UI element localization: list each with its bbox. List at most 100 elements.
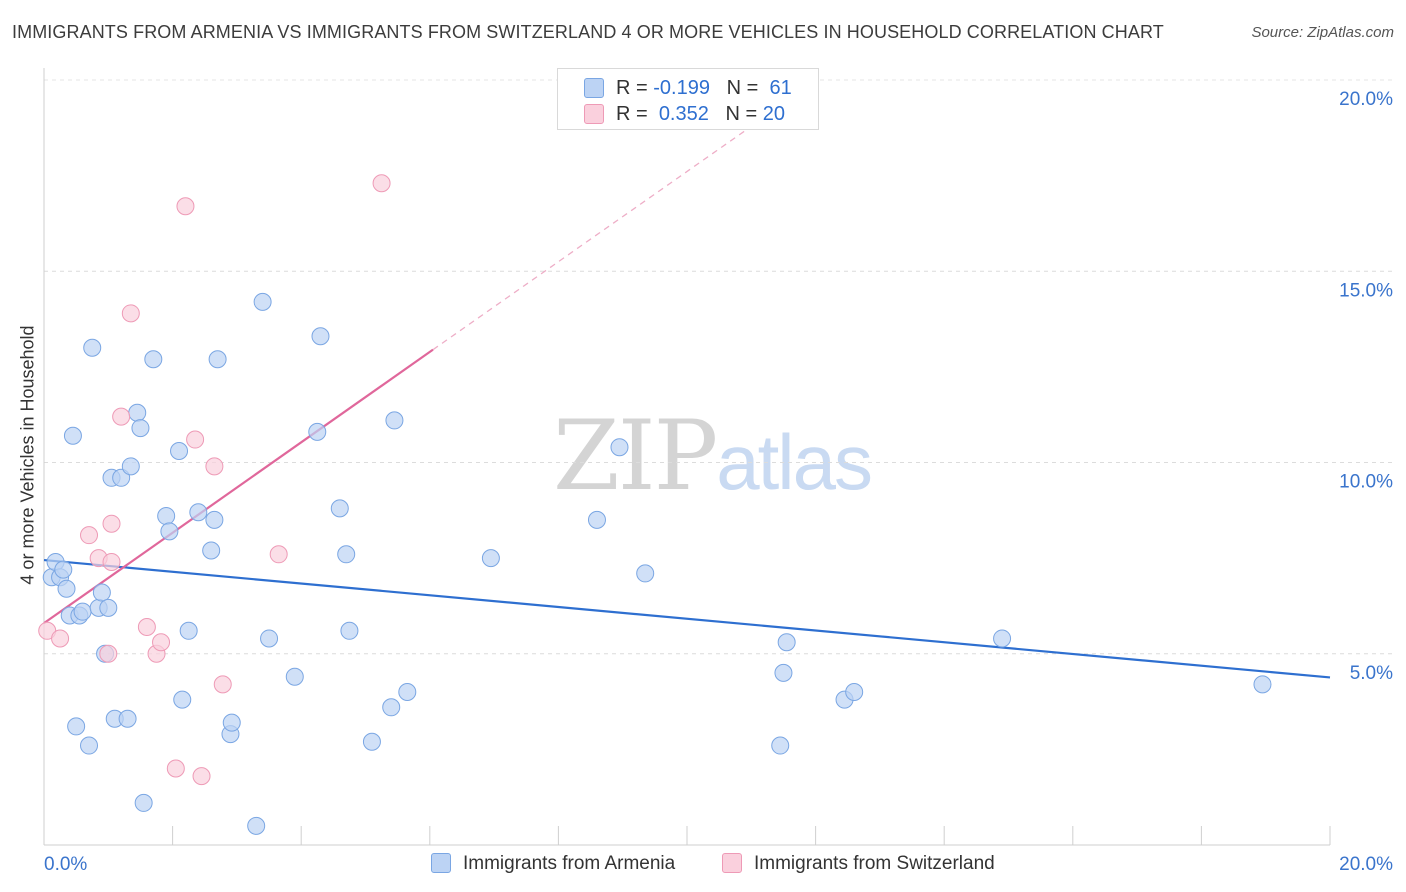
n-value: 61 <box>769 77 792 99</box>
armenia-point <box>128 403 147 422</box>
armenia-point <box>57 579 76 598</box>
armenia-point <box>173 690 192 709</box>
switzerland-point <box>152 633 171 652</box>
armenia-point <box>144 350 163 369</box>
armenia-point <box>993 629 1012 648</box>
armenia-point <box>160 522 179 541</box>
armenia-point <box>63 426 82 445</box>
y-axis-label: 4 or more Vehicles in Household <box>17 325 38 585</box>
armenia-point <box>208 350 227 369</box>
armenia-point <box>1253 675 1272 694</box>
switzerland-point <box>192 767 211 786</box>
armenia-point <box>260 629 279 648</box>
armenia-point <box>340 621 359 640</box>
armenia-point <box>202 541 221 560</box>
switzerland-point <box>213 675 232 694</box>
x-tick-label: 20.0% <box>1339 854 1393 875</box>
armenia-point <box>131 419 150 438</box>
switzerland-trend-extension <box>432 79 818 351</box>
switzerland-trend-line <box>43 348 434 625</box>
n-label: N = <box>725 103 758 125</box>
switzerland-point <box>51 629 70 648</box>
armenia-point <box>189 503 208 522</box>
x-tick-label: 0.0% <box>44 854 87 875</box>
switzerland-point <box>102 514 121 533</box>
legend-label-switzerland: Immigrants from Switzerland <box>754 853 995 874</box>
armenia-point <box>247 816 266 835</box>
armenia-point <box>385 411 404 430</box>
armenia-point <box>112 468 131 487</box>
tick-labels: 5.0% 10.0% 15.0% 20.0% 0.0% 20.0% <box>44 89 1393 875</box>
armenia-point <box>308 422 327 441</box>
switzerland-point <box>102 552 121 571</box>
switzerland-point <box>205 457 224 476</box>
switzerland-point <box>166 759 185 778</box>
armenia-point <box>179 621 198 640</box>
armenia-point <box>222 713 241 732</box>
armenia-point <box>587 510 606 529</box>
armenia-point <box>73 602 92 621</box>
y-tick-label: 5.0% <box>1350 663 1393 684</box>
armenia-point <box>205 510 224 529</box>
armenia-point <box>845 683 864 701</box>
switzerland-legend-swatch <box>722 853 742 873</box>
armenia-point <box>157 507 176 526</box>
r-value: 0.352 <box>658 103 709 125</box>
armenia-swatch <box>584 78 604 98</box>
axes <box>43 68 1331 846</box>
switzerland-point <box>99 644 118 663</box>
armenia-point <box>92 583 111 602</box>
armenia-point <box>398 683 417 701</box>
switzerland-swatch <box>584 104 604 124</box>
n-value: 20 <box>762 103 786 125</box>
armenia-point <box>118 709 137 728</box>
armenia-point <box>337 545 356 564</box>
armenia-point <box>121 457 140 476</box>
armenia-point <box>285 667 304 686</box>
stats-legend: R = -0.199 N = 61 R = 0.352 N = 20 <box>557 68 819 130</box>
y-tick-label: 20.0% <box>1339 89 1393 110</box>
switzerland-point <box>186 430 205 449</box>
n-label: N = <box>726 77 759 99</box>
armenia-point <box>777 633 796 652</box>
legend-label-armenia: Immigrants from Armenia <box>463 853 676 874</box>
switzerland-point <box>372 174 391 193</box>
r-value: -0.199 <box>653 77 710 99</box>
switzerland-point <box>176 197 195 216</box>
stats-text-switzerland: R = 0.352 N = 20 <box>616 103 785 126</box>
switzerland-point <box>121 304 140 323</box>
switzerland-point <box>80 526 99 545</box>
armenia-point <box>311 327 330 346</box>
armenia-point <box>99 598 118 617</box>
armenia-point <box>330 499 349 518</box>
y-tick-label: 15.0% <box>1339 280 1393 301</box>
armenia-point <box>54 560 73 579</box>
armenia-point <box>771 736 790 755</box>
r-label: R = <box>616 77 648 99</box>
y-tick-label: 10.0% <box>1339 472 1393 493</box>
armenia-point <box>253 292 272 311</box>
series-legend: Immigrants from Armenia Immigrants from … <box>0 852 1406 876</box>
switzerland-point <box>112 407 131 426</box>
gridlines <box>44 79 1393 655</box>
data-points <box>38 174 1272 835</box>
armenia-legend-swatch <box>431 853 451 873</box>
armenia-point <box>170 442 189 461</box>
armenia-point <box>774 663 793 682</box>
armenia-point <box>382 698 401 717</box>
armenia-point <box>636 564 655 583</box>
armenia-point <box>67 717 86 736</box>
armenia-point <box>362 732 381 751</box>
switzerland-point <box>269 545 288 564</box>
armenia-point <box>134 793 153 812</box>
watermark-zip: ZIP <box>553 400 718 512</box>
armenia-point <box>481 549 500 568</box>
armenia-point <box>83 338 102 357</box>
armenia-trend-line <box>43 558 1331 679</box>
armenia-point <box>610 438 629 457</box>
chart-title: IMMIGRANTS FROM ARMENIA VS IMMIGRANTS FR… <box>12 22 1164 42</box>
switzerland-point <box>137 617 156 636</box>
r-label: R = <box>616 103 648 125</box>
source-label: Source: ZipAtlas.com <box>1251 24 1394 41</box>
